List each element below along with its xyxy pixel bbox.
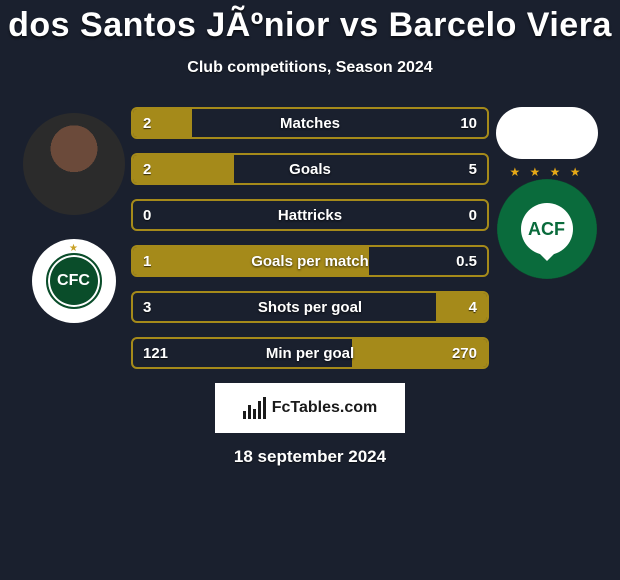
stat-value-right: 4 [469,299,477,316]
player-right-avatar [496,107,598,159]
stat-label: Goals [289,161,331,178]
player-left-avatar [23,113,125,215]
subtitle: Club competitions, Season 2024 [0,59,620,77]
stat-value-left: 1 [143,253,151,270]
stat-value-right: 5 [469,161,477,178]
stat-row: 2 Matches 10 [131,107,489,139]
club-left-initials: CFC [46,253,102,309]
stat-label: Matches [280,115,340,132]
date-label: 18 september 2024 [0,447,620,467]
stat-value-right: 0 [469,207,477,224]
player-right-club-badge: ★ ★ ★ ★ ACF [497,179,597,279]
stat-value-left: 2 [143,161,151,178]
stat-label: Goals per match [251,253,369,270]
stat-value-right: 0.5 [456,253,477,270]
brand-text: FcTables.com [272,399,378,417]
stat-label: Shots per goal [258,299,362,316]
comparison-content: ★ CFC 2 Matches 10 2 Goals 5 0 Hattricks 0 1 Goals… [0,107,620,369]
bar-fill-right [436,293,487,321]
stat-value-right: 10 [460,115,477,132]
page-title: dos Santos JÃºnior vs Barcelo Viera [0,0,620,45]
stat-row: 2 Goals 5 [131,153,489,185]
bar-fill-left [133,109,192,137]
stat-row: 3 Shots per goal 4 [131,291,489,323]
stats-bars: 2 Matches 10 2 Goals 5 0 Hattricks 0 1 Goals per m… [131,107,489,369]
stat-value-right: 270 [452,345,477,362]
star-icon: ★ [69,243,78,254]
stat-label: Hattricks [278,207,342,224]
stat-row: 0 Hattricks 0 [131,199,489,231]
stat-value-left: 2 [143,115,151,132]
star-row-icon: ★ ★ ★ ★ [509,165,583,179]
left-player-column: ★ CFC [16,107,131,323]
right-player-column: ★ ★ ★ ★ ACF [489,107,604,279]
stat-value-left: 3 [143,299,151,316]
stat-label: Min per goal [266,345,354,362]
stat-value-left: 121 [143,345,168,362]
player-left-club-badge: ★ CFC [32,239,116,323]
club-right-initials: ACF [521,203,573,255]
stat-value-left: 0 [143,207,151,224]
brand-bars-icon [243,397,266,419]
stat-row: 121 Min per goal 270 [131,337,489,369]
brand-logo: FcTables.com [215,383,405,433]
stat-row: 1 Goals per match 0.5 [131,245,489,277]
